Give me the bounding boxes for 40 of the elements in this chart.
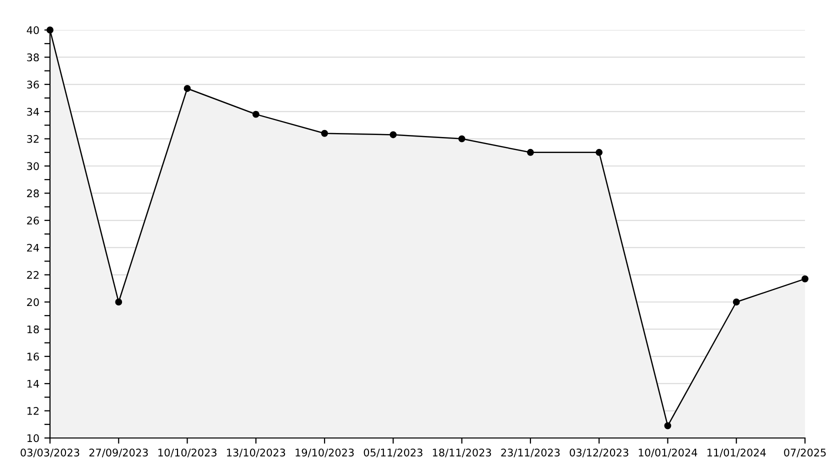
point xyxy=(732,298,740,306)
x-tick-label: 23/11/2023 xyxy=(501,448,560,458)
point xyxy=(390,131,397,138)
y-tick-label: 26 xyxy=(27,216,39,225)
point xyxy=(184,85,191,92)
point xyxy=(46,26,54,34)
x-tick-label: 19/10/2023 xyxy=(296,448,354,458)
point xyxy=(115,298,122,306)
x-tick-label: 07/2025 xyxy=(784,448,826,458)
point xyxy=(802,275,808,282)
x-tick-label: 10/10/2023 xyxy=(158,448,216,458)
y-tick-label: 18 xyxy=(27,325,39,334)
y-tick-label: 20 xyxy=(27,298,39,306)
y-tick-label: 12 xyxy=(27,407,39,415)
x-tick-label: 10/01/2024 xyxy=(638,448,698,458)
point xyxy=(458,135,466,142)
x-tick-label: 03/12/2023 xyxy=(570,448,628,458)
point xyxy=(596,148,603,156)
point xyxy=(252,110,260,118)
point xyxy=(321,130,328,137)
y-tick-label: 22 xyxy=(27,271,39,279)
y-tick-label: 34 xyxy=(27,108,39,116)
x-tick-label: 18/11/2023 xyxy=(432,448,491,458)
y-tick-label: 32 xyxy=(27,135,39,143)
y-tick-label: 40 xyxy=(26,26,39,34)
y-tick-label: 24 xyxy=(27,244,39,252)
y-tick-label: 28 xyxy=(27,189,39,198)
x-tick-label: 27/09/2023 xyxy=(89,448,148,458)
x-tick-label: 05/11/2023 xyxy=(364,448,422,458)
x-tick-label: 13/10/2023 xyxy=(227,448,286,458)
y-tick-label: 10 xyxy=(27,434,39,442)
y-tick-label: 30 xyxy=(27,162,39,170)
x-tick-label: 03/03/2023 xyxy=(20,448,80,458)
point xyxy=(664,422,672,430)
point xyxy=(526,148,534,156)
y-tick-label: 16 xyxy=(27,352,39,361)
x-tick-label: 11/01/2024 xyxy=(707,448,766,458)
y-tick-label: 14 xyxy=(27,380,39,388)
y-tick-label: 38 xyxy=(27,53,39,62)
y-tick-label: 36 xyxy=(27,80,39,89)
